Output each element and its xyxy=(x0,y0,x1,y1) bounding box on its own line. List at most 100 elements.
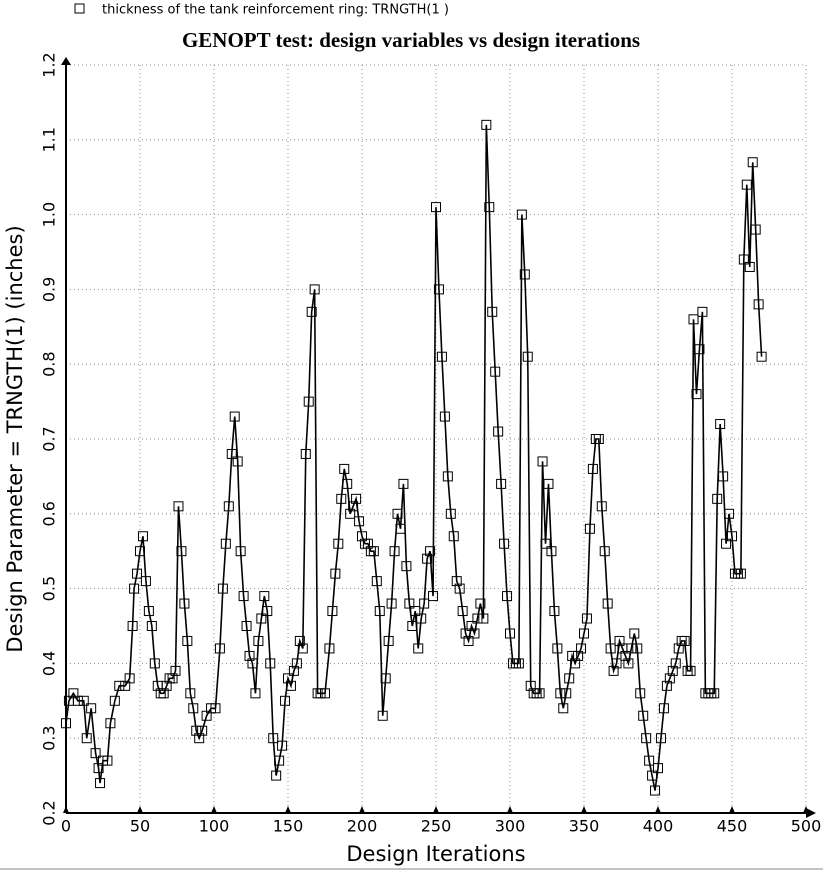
data-point xyxy=(300,448,311,459)
data-point xyxy=(537,456,548,467)
y-tick-label: 0.8 xyxy=(40,351,59,376)
legend-marker xyxy=(74,3,85,14)
data-point xyxy=(223,501,234,512)
data-point xyxy=(587,463,598,474)
data-point xyxy=(398,478,409,489)
data-point xyxy=(670,658,681,669)
x-tick-mark xyxy=(359,806,365,813)
data-point xyxy=(457,606,468,617)
data-point xyxy=(135,546,145,557)
data-point xyxy=(741,179,752,190)
data-point xyxy=(448,531,459,542)
data-point xyxy=(567,650,578,661)
x-tick-mark xyxy=(581,806,587,813)
data-point xyxy=(143,606,154,617)
data-point xyxy=(309,284,320,295)
data-point xyxy=(170,665,181,676)
data-point xyxy=(357,531,367,542)
data-point xyxy=(756,351,767,362)
data-point xyxy=(661,680,672,691)
data-point xyxy=(635,688,646,699)
data-point xyxy=(339,463,350,474)
data-point xyxy=(738,254,749,265)
data-point xyxy=(250,688,261,699)
x-tick-label: 350 xyxy=(569,817,600,836)
data-point xyxy=(274,755,285,766)
data-point xyxy=(105,718,116,729)
data-point xyxy=(439,411,450,422)
data-point xyxy=(389,546,400,557)
data-point xyxy=(428,591,439,602)
data-point xyxy=(623,658,634,669)
data-point xyxy=(235,546,246,557)
data-point xyxy=(641,733,652,744)
data-point xyxy=(469,628,480,639)
data-point xyxy=(336,493,347,504)
data-point xyxy=(86,703,97,714)
x-tick-label: 200 xyxy=(347,817,378,836)
data-point xyxy=(451,576,462,587)
data-point xyxy=(605,643,616,654)
data-point xyxy=(374,606,385,617)
data-point xyxy=(658,703,669,714)
y-axis-label: Design Parameter = TRNGTH(1) (inches) xyxy=(3,225,27,652)
data-point xyxy=(188,703,199,714)
data-point xyxy=(724,508,735,519)
data-point xyxy=(380,673,391,684)
data-point xyxy=(712,493,723,504)
y-tick-label: 0.9 xyxy=(40,277,59,302)
data-point xyxy=(552,643,563,654)
data-point xyxy=(220,538,231,549)
data-point xyxy=(647,770,658,781)
data-point xyxy=(194,733,205,744)
data-point xyxy=(709,688,720,699)
data-point xyxy=(362,538,373,549)
data-point xyxy=(496,478,507,489)
data-point xyxy=(478,613,489,624)
data-point xyxy=(265,658,276,669)
data-point xyxy=(320,688,330,699)
x-tick-label: 100 xyxy=(199,817,230,836)
data-point xyxy=(540,538,551,549)
data-point xyxy=(232,456,243,467)
data-point xyxy=(81,733,92,744)
data-point xyxy=(416,613,427,624)
y-tick-label: 1.2 xyxy=(40,52,59,77)
data-point xyxy=(747,157,758,168)
data-point xyxy=(241,621,252,631)
x-axis-arrow xyxy=(806,808,816,818)
data-point xyxy=(431,202,441,213)
data-point xyxy=(593,434,604,444)
x-tick-mark xyxy=(211,806,217,813)
data-point xyxy=(513,658,524,669)
x-tick-label: 400 xyxy=(643,817,674,836)
data-point xyxy=(454,583,465,594)
data-point xyxy=(558,703,569,714)
data-point xyxy=(127,621,138,631)
legend-label: thickness of the tank reinforcement ring… xyxy=(102,3,449,18)
data-point xyxy=(377,710,388,721)
data-point xyxy=(655,733,666,744)
data-point xyxy=(694,344,705,355)
data-point xyxy=(354,516,365,527)
data-point xyxy=(158,688,169,699)
data-point xyxy=(599,546,610,557)
x-tick-label: 300 xyxy=(495,817,526,836)
data-point xyxy=(413,643,424,654)
data-point xyxy=(620,650,631,661)
data-point xyxy=(229,411,240,422)
data-point xyxy=(185,688,196,699)
data-point xyxy=(114,680,125,691)
data-point xyxy=(348,501,359,512)
data-point xyxy=(543,478,554,489)
x-tick-mark xyxy=(729,806,735,813)
data-point xyxy=(297,643,308,654)
data-point xyxy=(217,583,228,594)
data-point xyxy=(611,658,622,669)
data-point xyxy=(576,643,587,654)
data-point xyxy=(753,299,764,310)
x-tick-mark xyxy=(137,806,143,813)
data-point xyxy=(129,583,140,594)
data-point xyxy=(291,658,302,669)
data-point xyxy=(750,224,761,235)
